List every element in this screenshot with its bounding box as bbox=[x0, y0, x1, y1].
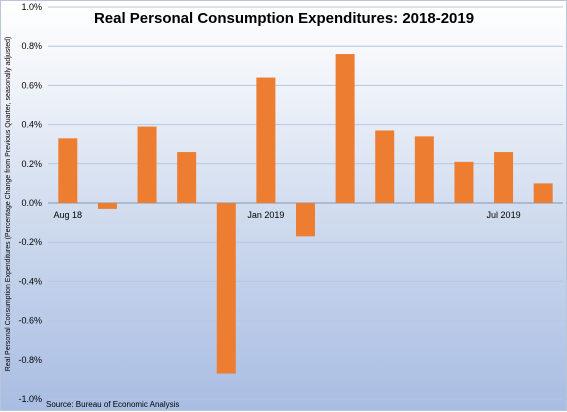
bar bbox=[97, 203, 117, 209]
bar bbox=[533, 183, 553, 203]
y-tick-label: -0.6% bbox=[18, 316, 42, 326]
bar bbox=[375, 130, 395, 203]
bars bbox=[58, 54, 553, 374]
y-tick-label: 0.2% bbox=[21, 159, 42, 169]
bar bbox=[335, 54, 355, 203]
bar bbox=[58, 138, 78, 203]
y-tick-label: 0.8% bbox=[21, 41, 42, 51]
y-tick-label: 1.0% bbox=[21, 2, 42, 12]
source-note: Source: Bureau of Economic Analysis bbox=[46, 400, 179, 409]
y-tick-label: -0.2% bbox=[18, 237, 42, 247]
y-tick-label: -0.4% bbox=[18, 276, 42, 286]
bar bbox=[494, 152, 514, 203]
x-tick-label: Aug 18 bbox=[54, 210, 83, 220]
bar bbox=[216, 203, 236, 374]
bar bbox=[256, 77, 276, 203]
bar bbox=[177, 152, 197, 203]
y-tick-label: -1.0% bbox=[18, 394, 42, 404]
bar bbox=[454, 161, 474, 203]
y-tick-labels: 1.0% 0.8% 0.6% 0.4% 0.2% 0.0% -0.2% -0.4% -0.6% -… bbox=[18, 2, 42, 404]
x-tick-labels: Aug 18 Jan 2019 Jul 2019 bbox=[54, 210, 521, 220]
bar bbox=[296, 203, 315, 237]
x-tick-label: Jan 2019 bbox=[247, 210, 284, 220]
chart-title: Real Personal Consumption Expenditures: … bbox=[94, 10, 474, 27]
y-tick-label: -0.8% bbox=[18, 355, 42, 365]
y-tick-label: 0.0% bbox=[21, 198, 42, 208]
gridlines bbox=[48, 6, 563, 400]
bar bbox=[414, 136, 434, 203]
y-tick-label: 0.4% bbox=[21, 120, 42, 130]
y-tick-label: 0.6% bbox=[21, 80, 42, 90]
y-axis-label: Real Personal Consumption Expenditures (… bbox=[5, 37, 12, 372]
bar bbox=[137, 126, 157, 203]
x-tick-label: Jul 2019 bbox=[487, 210, 521, 220]
